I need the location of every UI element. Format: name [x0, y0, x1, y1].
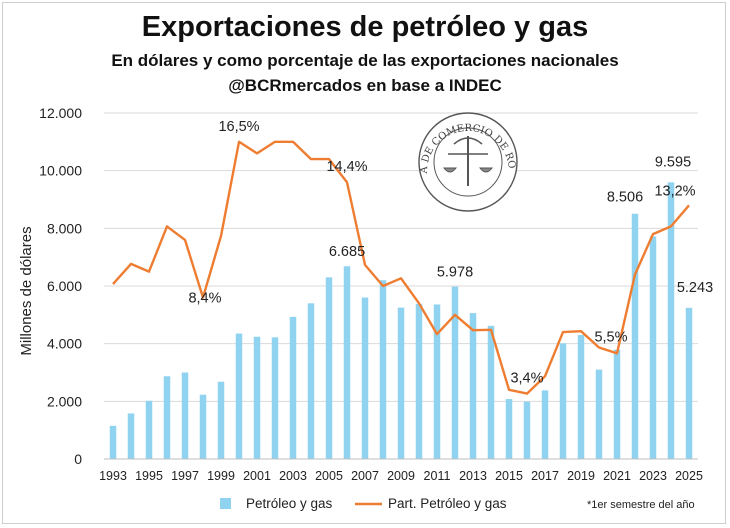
- bar: [613, 349, 621, 459]
- y-tick-label: 12.000: [39, 105, 82, 121]
- legend: Petróleo y gas Part. Petróleo y gas: [220, 496, 507, 511]
- bar: [325, 277, 333, 459]
- bar: [397, 307, 405, 459]
- x-axis: 1993 1995 1997 1999 2001 2003 2005 2007 2009 2011…: [99, 469, 703, 483]
- legend-line-label: Part. Petróleo y gas: [388, 496, 507, 511]
- x-tick-label: 1993: [99, 469, 127, 483]
- data-label: 9.595: [655, 154, 691, 170]
- bar: [163, 376, 171, 459]
- y-tick-label: 6.000: [47, 278, 82, 294]
- bar: [469, 313, 477, 459]
- bar: [433, 304, 441, 459]
- x-tick-label: 2005: [315, 469, 343, 483]
- seal-scale-pans: [442, 167, 494, 173]
- data-label: 8,4%: [188, 291, 221, 307]
- bar: [253, 336, 261, 459]
- x-tick-label: 1999: [207, 469, 235, 483]
- data-label: 16,5%: [218, 119, 259, 135]
- x-tick-label: 2007: [351, 469, 379, 483]
- y-tick-label: 0: [74, 451, 82, 467]
- y-tick-label: 8.000: [47, 220, 82, 236]
- data-label: 3,4%: [510, 371, 543, 387]
- data-label: 5,5%: [594, 329, 627, 345]
- bar: [667, 182, 675, 459]
- line-path: [112, 140, 690, 395]
- legend-bar-swatch: [220, 498, 231, 509]
- bar: [379, 280, 387, 459]
- bar: [559, 343, 567, 459]
- bar: [343, 266, 351, 459]
- bar: [289, 316, 297, 459]
- bar: [505, 399, 513, 459]
- x-tick-label: 2003: [279, 469, 307, 483]
- bar: [487, 325, 495, 459]
- x-tick-label: 2023: [639, 469, 667, 483]
- bar: [595, 369, 603, 459]
- data-label: 14,4%: [326, 159, 367, 175]
- bar: [541, 390, 549, 459]
- data-labels: 6.685 5.978 8.506 9.595 5.243 8,4% 16,5% 14,4% 3…: [188, 119, 713, 387]
- bar: [649, 236, 657, 459]
- bar: [451, 286, 459, 459]
- bar: [523, 401, 531, 459]
- data-label: 5.978: [437, 265, 473, 281]
- x-tick-label: 2001: [243, 469, 271, 483]
- x-tick-label: 2019: [567, 469, 595, 483]
- bar: [199, 394, 207, 459]
- y-axis: 0 2.000 4.000 6.000 8.000 10.000 12.000: [39, 105, 82, 467]
- bar: [109, 425, 117, 459]
- x-tick-label: 2021: [603, 469, 631, 483]
- bar: [235, 333, 243, 459]
- x-tick-label: 2013: [459, 469, 487, 483]
- bar: [271, 337, 279, 459]
- x-tick-label: 1997: [171, 469, 199, 483]
- x-tick-label: 2015: [495, 469, 523, 483]
- bar: [181, 372, 189, 459]
- chart-subtitle: En dólares y como porcentaje de las expo…: [111, 51, 618, 70]
- bar: [217, 381, 225, 459]
- x-tick-label: 2011: [424, 469, 451, 483]
- legend-bar-label: Petróleo y gas: [246, 496, 333, 511]
- data-label: 5.243: [677, 280, 713, 296]
- bar: [127, 413, 135, 459]
- bar: [631, 213, 639, 459]
- chart-title: Exportaciones de petróleo y gas: [142, 11, 588, 43]
- seal-wings: [453, 137, 483, 145]
- bar: [361, 297, 369, 459]
- y-axis-label: Millones de dólares: [18, 226, 35, 355]
- line-series: [112, 140, 690, 395]
- chart-source: @BCRmercados en base a INDEC: [228, 76, 502, 95]
- y-tick-label: 4.000: [47, 336, 82, 352]
- data-label: 8.506: [607, 190, 643, 206]
- footnote: *1er semestre del año: [587, 499, 695, 511]
- bar: [145, 400, 153, 459]
- bar: [577, 335, 585, 459]
- y-tick-label: 10.000: [39, 163, 82, 179]
- bar: [307, 303, 315, 459]
- data-label: 6.685: [329, 244, 365, 260]
- x-tick-label: 2017: [531, 469, 559, 483]
- bar-series: [109, 182, 693, 459]
- x-tick-label: 2009: [387, 469, 415, 483]
- y-tick-label: 2.000: [47, 393, 82, 409]
- seal-inner-ring: [433, 127, 503, 197]
- data-label: 13,2%: [654, 183, 695, 199]
- bar: [415, 303, 423, 459]
- x-tick-label: 2025: [675, 469, 703, 483]
- bar: [685, 307, 693, 459]
- x-tick-label: 1995: [135, 469, 163, 483]
